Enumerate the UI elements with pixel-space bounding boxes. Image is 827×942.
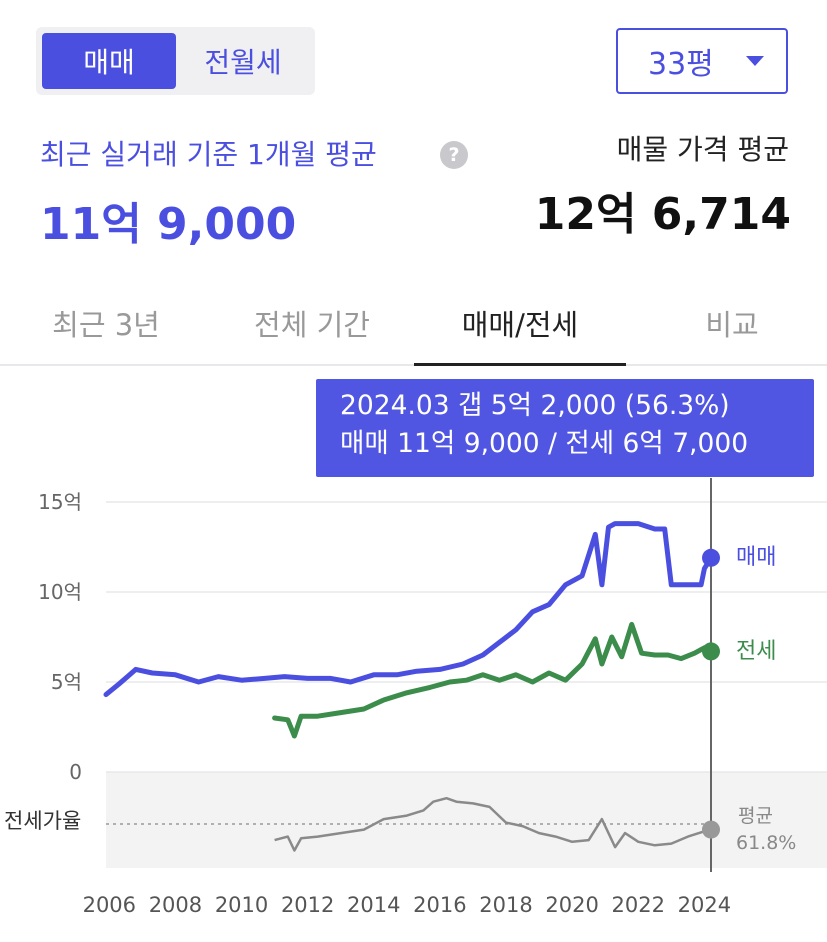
price-chart: 0 5억 10억 15억 전세가율 매매 전세 평균 61.8% 2006 2008 20… <box>4 478 827 917</box>
sale-toggle-button[interactable]: 매매 <box>42 33 176 89</box>
tab-full-period[interactable]: 전체 기간 <box>254 308 370 342</box>
area-select[interactable]: 33평 <box>616 28 788 94</box>
tooltip-price-line: 매매 11억 9,000 / 전세 6억 7,000 <box>340 428 749 459</box>
tab-recent-3y[interactable]: 최근 3년 <box>52 308 160 342</box>
ratio-panel-label: 전세가율 <box>4 809 81 833</box>
listing-average-value: 12억 6,714 <box>534 189 791 240</box>
recent-average-label: 최근 실거래 기준 1개월 평균 <box>40 138 377 171</box>
series-line <box>272 621 714 739</box>
sale-end-label: 매매 <box>736 545 776 570</box>
x-tick-label: 2010 <box>215 893 268 917</box>
x-tick-label: 2016 <box>413 893 466 917</box>
x-tick-label: 2014 <box>347 893 400 917</box>
x-tick-label: 2008 <box>149 893 202 917</box>
ratio-panel-background <box>106 772 827 868</box>
series-end-point <box>702 642 720 661</box>
x-tick-label: 2012 <box>281 893 334 917</box>
chart-tooltip: 2024.03 갭 5억 2,000 (56.3%) 매매 11억 9,000 … <box>316 379 814 477</box>
x-tick-label: 2024 <box>678 893 731 917</box>
area-select-value: 33평 <box>648 47 714 82</box>
series-end-point <box>702 548 720 567</box>
ratio-end-point <box>702 820 720 839</box>
question-circle-icon[interactable]: ? <box>440 141 468 169</box>
ratio-average-value: 61.8% <box>736 832 796 854</box>
chart-tabs: 최근 3년 전체 기간 매매/전세 비교 <box>0 282 827 366</box>
lease-toggle-button[interactable]: 전월세 <box>204 46 282 79</box>
x-tick-label: 2018 <box>479 893 532 917</box>
y-tick-label: 0 <box>69 760 82 784</box>
tab-sale-jeonse[interactable]: 매매/전세 <box>414 282 626 366</box>
y-tick-label: 15억 <box>38 490 82 514</box>
listing-average-label: 매물 가격 평균 <box>616 133 789 166</box>
tooltip-gap-line: 2024.03 갭 5억 2,000 (56.3%) <box>340 390 730 421</box>
y-tick-label: 10억 <box>38 580 82 604</box>
deal-type-toggle: 매매 전월세 <box>36 27 315 95</box>
series-line <box>103 521 714 698</box>
x-tick-label: 2006 <box>83 893 136 917</box>
chevron-down-icon <box>746 56 764 66</box>
ratio-line <box>274 796 712 852</box>
recent-average-value: 11억 9,000 <box>40 199 297 250</box>
ratio-average-label: 평균 <box>738 805 773 827</box>
tab-compare[interactable]: 비교 <box>705 308 759 342</box>
x-tick-label: 2020 <box>545 893 598 917</box>
y-tick-label: 5억 <box>51 670 82 694</box>
x-tick-label: 2022 <box>612 893 665 917</box>
jeonse-end-label: 전세 <box>736 639 776 664</box>
